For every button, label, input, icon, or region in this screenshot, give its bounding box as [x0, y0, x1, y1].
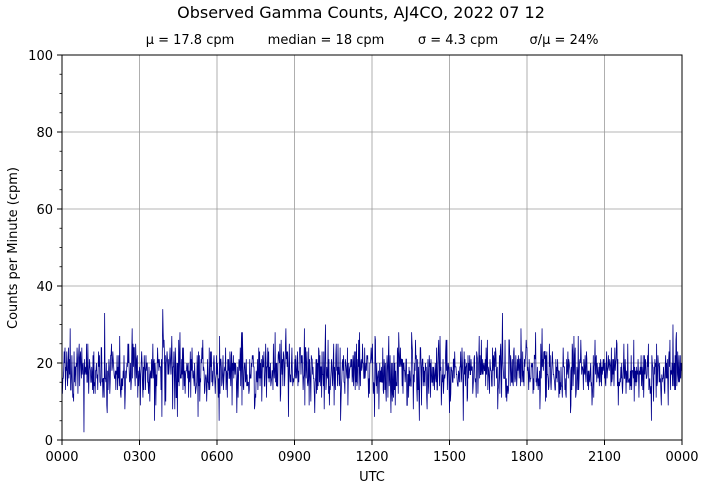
x-axis-label: UTC: [359, 470, 385, 485]
x-tick-label: 1500: [433, 450, 466, 465]
x-tick-label: 0000: [45, 450, 78, 465]
x-tick-label: 2100: [588, 450, 621, 465]
gamma-count-series: [61, 309, 682, 433]
y-axis-label: Counts per Minute (cpm): [6, 167, 21, 329]
x-tick-label: 0600: [200, 450, 233, 465]
x-tick-label: 0000: [665, 450, 698, 465]
y-axis-ticks: 0 20 40 60 80 100: [28, 49, 62, 449]
series-line: [61, 309, 682, 433]
x-tick-label: 0300: [123, 450, 156, 465]
stat-sigma: σ = 4.3 cpm: [418, 33, 498, 48]
stat-cv: σ/μ = 24%: [530, 33, 599, 48]
y-tick-label: 40: [36, 280, 53, 295]
x-tick-label: 1800: [510, 450, 543, 465]
y-tick-label: 0: [45, 434, 53, 449]
stat-mean: μ = 17.8 cpm: [146, 33, 235, 48]
chart-title: Observed Gamma Counts, AJ4CO, 2022 07 12: [177, 3, 545, 22]
y-tick-label: 20: [36, 357, 53, 372]
y-tick-label: 60: [36, 203, 53, 218]
stat-median: median = 18 cpm: [268, 33, 385, 48]
x-tick-label: 1200: [355, 450, 388, 465]
x-axis-ticks: 0000 0300 0600 0900 1200 1500 1800 2100 0000: [45, 440, 699, 465]
subtitle-stats: μ = 17.8 cpm median = 18 cpm σ = 4.3 cpm…: [146, 33, 599, 48]
y-tick-label: 100: [28, 49, 53, 64]
x-tick-label: 0900: [278, 450, 311, 465]
y-tick-label: 80: [36, 126, 53, 141]
